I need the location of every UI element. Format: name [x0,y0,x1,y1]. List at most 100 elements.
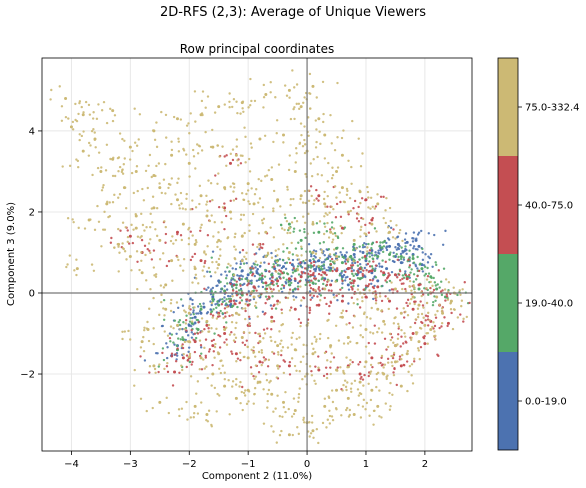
data-point [319,142,322,146]
x-axis-label: Component 2 (11.0%) [202,471,312,482]
data-point [303,228,306,231]
data-point [206,95,210,98]
data-point [181,338,185,342]
data-point [326,319,329,322]
data-point [336,299,339,302]
data-point [382,245,386,248]
data-point [272,410,275,413]
data-point [301,145,305,148]
data-point [335,169,339,173]
data-point [384,295,387,298]
data-point [371,257,375,261]
data-point [282,400,286,404]
data-point [166,346,169,349]
data-point [272,304,275,308]
data-point [413,360,416,363]
data-point [276,200,279,203]
data-point [238,274,241,278]
data-point [207,323,211,327]
data-point [296,265,300,268]
data-point [245,293,249,296]
data-point [401,239,404,243]
data-point [93,131,96,134]
data-point [249,142,253,145]
data-point [408,273,411,277]
data-point [369,398,373,402]
data-point [164,307,168,311]
data-point [264,301,267,305]
data-point [157,365,160,368]
data-point [199,307,203,311]
data-point [68,164,72,168]
data-point [368,249,372,252]
data-point [264,92,268,96]
data-point [241,294,244,297]
data-point [154,351,158,355]
data-point [317,264,320,268]
data-point [285,220,289,223]
data-point [310,279,313,282]
data-point [334,216,338,219]
data-point [278,258,282,261]
data-point [167,186,170,190]
data-point [195,392,198,395]
data-point [323,157,327,160]
data-point [270,339,273,343]
data-point [443,288,447,291]
data-point [205,214,209,218]
data-point [223,202,226,205]
data-point [193,411,196,415]
data-point [405,252,408,256]
data-point [144,253,147,257]
data-point [412,247,415,250]
data-point [226,282,229,285]
data-point [254,266,257,269]
data-point [348,363,352,366]
data-point [328,422,332,425]
data-point [234,352,238,356]
data-point [262,217,266,221]
data-point [390,336,394,339]
data-point [164,136,168,139]
data-point [128,234,132,238]
data-point [431,265,434,269]
data-point [310,374,314,377]
data-point [140,259,143,262]
data-point [272,352,276,355]
data-point [187,228,190,231]
data-point [231,385,234,388]
data-point [329,301,333,304]
data-point [337,255,341,258]
data-point [161,351,164,355]
data-point [194,120,197,123]
data-point [237,289,241,292]
data-point [297,258,301,261]
data-point [205,312,209,315]
data-point [89,144,92,147]
data-point [421,293,425,296]
data-point [416,307,420,310]
data-point [389,405,392,408]
data-point [231,295,234,298]
data-point [185,354,189,357]
data-point [262,96,266,99]
data-point [413,357,416,361]
data-point [395,383,398,387]
data-point [440,321,444,325]
data-point [121,168,124,171]
data-point [393,316,396,320]
data-point [318,256,322,260]
data-point [236,159,239,162]
data-point [271,276,274,279]
data-point [238,351,242,354]
data-point [367,352,371,355]
data-point [215,327,218,331]
data-point [299,261,302,264]
data-point [267,388,271,392]
data-point [258,265,262,268]
data-point [228,161,232,165]
data-point [224,311,227,315]
data-point [71,128,75,131]
data-point [225,302,228,305]
data-point [148,249,151,252]
